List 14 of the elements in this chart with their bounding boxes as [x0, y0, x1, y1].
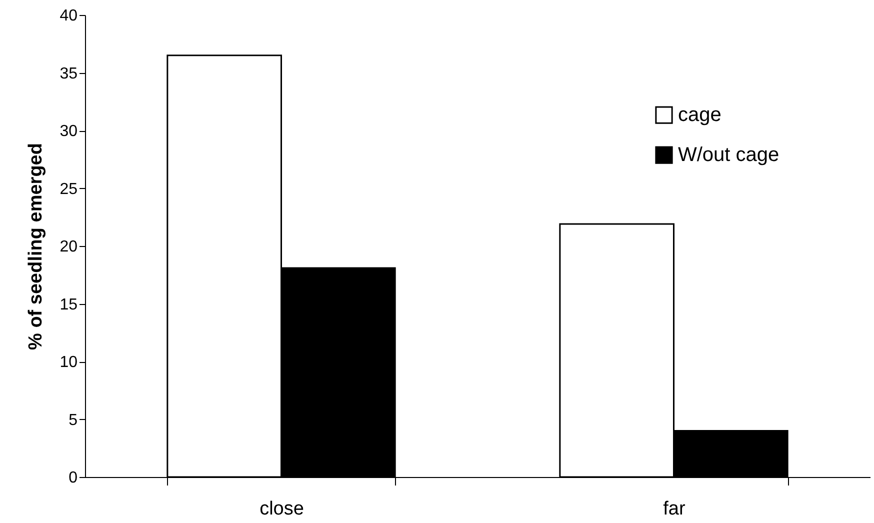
y-tick-label: 20 — [60, 238, 78, 256]
y-axis-title: % of seedling emerged — [26, 143, 47, 350]
x-tick-label: far — [663, 498, 686, 520]
y-tick-label: 40 — [60, 8, 78, 24]
legend-label: cage — [678, 104, 722, 126]
y-tick-label: 30 — [60, 123, 78, 140]
y-tick-label: 35 — [60, 65, 78, 82]
y-tick-label: 15 — [60, 296, 78, 314]
y-tick-label: 25 — [60, 180, 78, 198]
y-tick-label: 5 — [68, 412, 78, 429]
legend-label: W/out cage — [678, 144, 780, 166]
x-tick-label: close — [260, 498, 304, 520]
y-tick-label: 0 — [68, 470, 78, 486]
y-tick-label: 10 — [60, 354, 78, 371]
